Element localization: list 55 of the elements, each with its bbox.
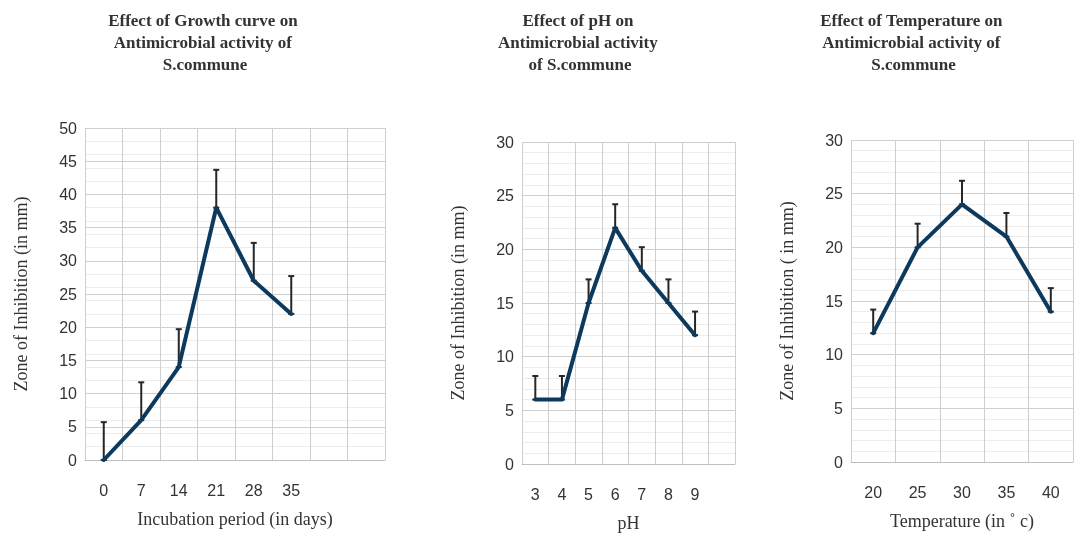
y-tick-label: 20 <box>825 238 844 256</box>
line-series <box>101 205 294 462</box>
x-tick-label: 4 <box>557 485 567 503</box>
y-tick-label: 45 <box>59 152 78 170</box>
y-tick-label: 30 <box>496 133 515 151</box>
y-axis-title: Zone of Inhibition ( in mm) <box>777 201 798 401</box>
x-tick-label: 20 <box>864 483 883 501</box>
x-tick-label: 9 <box>690 485 700 503</box>
chart-title: Effect of pH on Antimicrobial activity of S.commune <box>498 10 662 74</box>
y-tick-label: 10 <box>496 348 515 366</box>
y-tick-label: 20 <box>59 318 78 336</box>
y-tick-label: 40 <box>59 185 78 203</box>
y-tick-label: 5 <box>505 401 515 419</box>
x-tick-label: 30 <box>953 483 971 501</box>
chart-title: Effect of Temperature on Antimicrobial activity of S.commune <box>820 10 1007 74</box>
y-tick-label: 25 <box>496 187 515 205</box>
x-tick-label: 7 <box>136 481 146 499</box>
x-tick-label: 5 <box>584 485 594 503</box>
y-axis-title: Zone of Inhibition (in mm) <box>448 205 469 401</box>
x-tick-label: 35 <box>282 481 301 499</box>
y-tick-label: 25 <box>59 285 78 303</box>
y-tick-label: 15 <box>59 351 78 369</box>
y-tick-label: 0 <box>834 453 844 471</box>
y-tick-label: 5 <box>68 418 78 436</box>
x-tick-label: 14 <box>169 481 188 499</box>
x-axis-title: Incubation period (in days) <box>137 509 333 530</box>
x-tick-label: 35 <box>997 483 1016 501</box>
y-tick-label: 10 <box>825 346 844 364</box>
x-tick-label: 8 <box>663 485 673 503</box>
y-tick-label: 15 <box>496 294 515 312</box>
y-tick-label: 10 <box>59 385 78 403</box>
line-series <box>871 202 1053 336</box>
y-tick-label: 20 <box>496 240 515 258</box>
y-tick-label: 0 <box>505 455 515 473</box>
x-tick-label: 25 <box>908 483 927 501</box>
x-tick-label: 28 <box>244 481 263 499</box>
x-tick-label: 0 <box>99 481 109 499</box>
x-tick-label: 6 <box>610 485 620 503</box>
x-tick-label: 3 <box>530 485 540 503</box>
y-axis-title: Zone of Inhibition (in mm) <box>11 196 32 392</box>
y-tick-label: 50 <box>59 119 78 137</box>
x-tick-label: 7 <box>637 485 647 503</box>
x-axis-title: pH <box>617 513 640 533</box>
y-tick-label: 30 <box>825 131 844 149</box>
line-series <box>533 225 698 402</box>
x-tick-label: 21 <box>207 481 226 499</box>
y-tick-label: 25 <box>825 185 844 203</box>
x-tick-label: 40 <box>1041 483 1060 501</box>
x-axis-title: Temperature (in ˚ c) <box>889 511 1035 532</box>
chart-title: Effect of Growth curve on Antimicrobial activity of S.commune <box>108 10 302 74</box>
y-tick-label: 35 <box>59 219 78 237</box>
y-tick-label: 30 <box>59 252 78 270</box>
y-tick-label: 15 <box>825 292 844 310</box>
y-tick-label: 0 <box>68 451 78 469</box>
y-tick-label: 5 <box>834 399 844 417</box>
